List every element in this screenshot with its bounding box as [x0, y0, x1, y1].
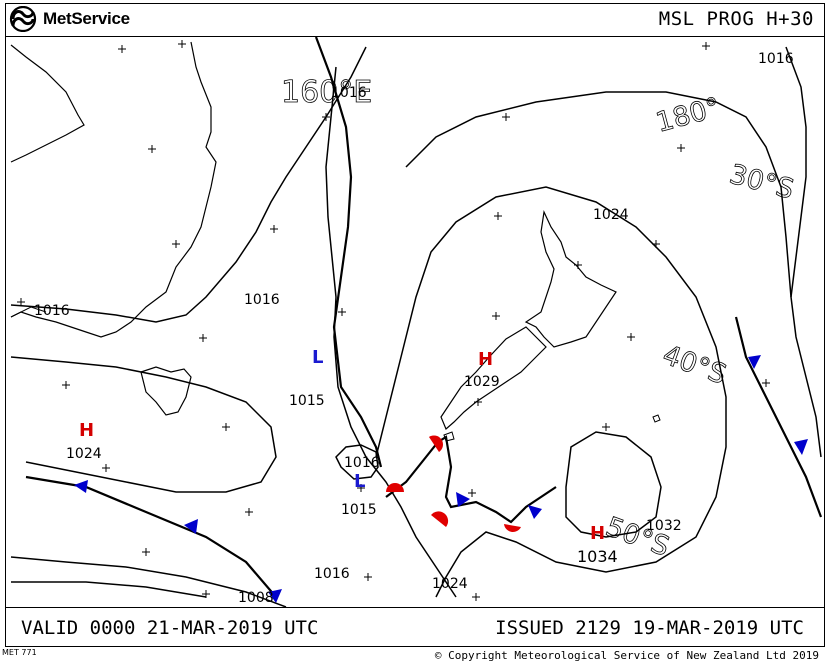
- copyright: © Copyright Meteorological Service of Ne…: [434, 649, 819, 662]
- isobar-south: [11, 581, 207, 598]
- chart-title: MSL PROG H+30: [658, 8, 814, 30]
- isobar-1008: [10, 556, 287, 607]
- isobar-label: 1016: [244, 292, 280, 308]
- isobar-label: 1015: [289, 393, 325, 409]
- isobar-label: 1016: [34, 303, 70, 319]
- metservice-logo-icon: [9, 6, 37, 32]
- isobar-label: 1015: [341, 502, 377, 518]
- cold-front-barb: [794, 439, 808, 455]
- high-centre-value: 1034: [577, 547, 618, 566]
- isobar-label: 1024: [66, 446, 102, 462]
- isobars: [10, 46, 822, 607]
- isobar-1024-nz: [375, 186, 727, 598]
- synoptic-map: 160°E 180° 30°S 40°S 50°S 1016 1016 1024…: [5, 37, 825, 607]
- issued-time: ISSUED 2129 19-MAR-2019 UTC: [495, 617, 804, 639]
- nz-south-island: [440, 326, 547, 431]
- cold-front-barb: [456, 492, 470, 507]
- cold-front-barb: [268, 589, 282, 603]
- warm-front-nz: [385, 435, 557, 524]
- isobar-label: 1008: [238, 590, 274, 606]
- warm-front-semicircle: [431, 511, 449, 527]
- cold-front-east: [734, 316, 823, 518]
- isobar-label: 1016: [314, 566, 350, 582]
- warm-front-semicircle: [386, 483, 404, 492]
- high-centre-letter: H: [590, 523, 605, 544]
- cold-front-barb: [528, 505, 542, 519]
- isobar-label: 1024: [432, 576, 468, 592]
- isobar-label: 1024: [593, 207, 629, 223]
- isobar-labels: 1016 1016 1024 1016 1016 1015 1016 1015 …: [34, 51, 794, 606]
- isobar-1016-west: [10, 46, 367, 323]
- warm-front-semicircle: [429, 435, 444, 452]
- grid-label-40s: 40°S: [659, 339, 731, 390]
- low-centre-letter: L: [354, 471, 365, 492]
- grid-label-30s: 30°S: [726, 159, 797, 206]
- pressure-centre-values: 1034: [577, 547, 618, 566]
- low-centre-letter: L: [312, 347, 323, 368]
- trough-line: [314, 37, 383, 468]
- isobar-label: 1032: [646, 518, 682, 534]
- isobar-label: 1016: [758, 51, 794, 67]
- brand-name: MetService: [43, 9, 130, 28]
- chart-header: MetService MSL PROG H+30: [5, 3, 825, 37]
- cold-front-barb: [74, 480, 88, 493]
- map-canvas: 160°E 180° 30°S 40°S 50°S 1016 1016 1024…: [10, 37, 823, 607]
- pressure-centres: H H H L L: [79, 347, 605, 544]
- australia-coastline: [10, 44, 85, 163]
- met-code: MET 771: [2, 648, 37, 657]
- australia-east-coast: [10, 41, 217, 338]
- isobar-1016-east: [785, 46, 822, 458]
- grid-label-180: 180°: [653, 92, 724, 139]
- grid-label-160e: 160°E: [281, 75, 372, 110]
- nz-north-island: [524, 209, 617, 348]
- high-centre-letter: H: [79, 420, 94, 441]
- chatham-island: [652, 414, 661, 423]
- isobar-1016-low: [335, 444, 379, 480]
- valid-time: VALID 0000 21-MAR-2019 UTC: [21, 617, 319, 639]
- isobar-1016-tasman: [325, 66, 457, 598]
- warm-front-semicircle: [504, 524, 521, 532]
- chart-footer: VALID 0000 21-MAR-2019 UTC ISSUED 2129 1…: [5, 607, 825, 647]
- metservice-logo: MetService: [9, 6, 130, 32]
- cold-front-barb: [748, 355, 761, 369]
- isobar-label: 1016: [344, 455, 380, 471]
- high-centre-letter: H: [478, 349, 493, 370]
- cold-front-sw: [25, 475, 277, 598]
- tasmania: [140, 366, 192, 416]
- isobar-1032: [565, 431, 662, 538]
- cold-front-barb: [184, 519, 198, 534]
- isobar-label: 1016: [331, 85, 367, 101]
- isobar-1024-ne: [405, 91, 792, 298]
- grid-crosses: [17, 40, 770, 601]
- isobar-label: 1029: [464, 374, 500, 390]
- isobar-1024-west-high: [10, 356, 277, 493]
